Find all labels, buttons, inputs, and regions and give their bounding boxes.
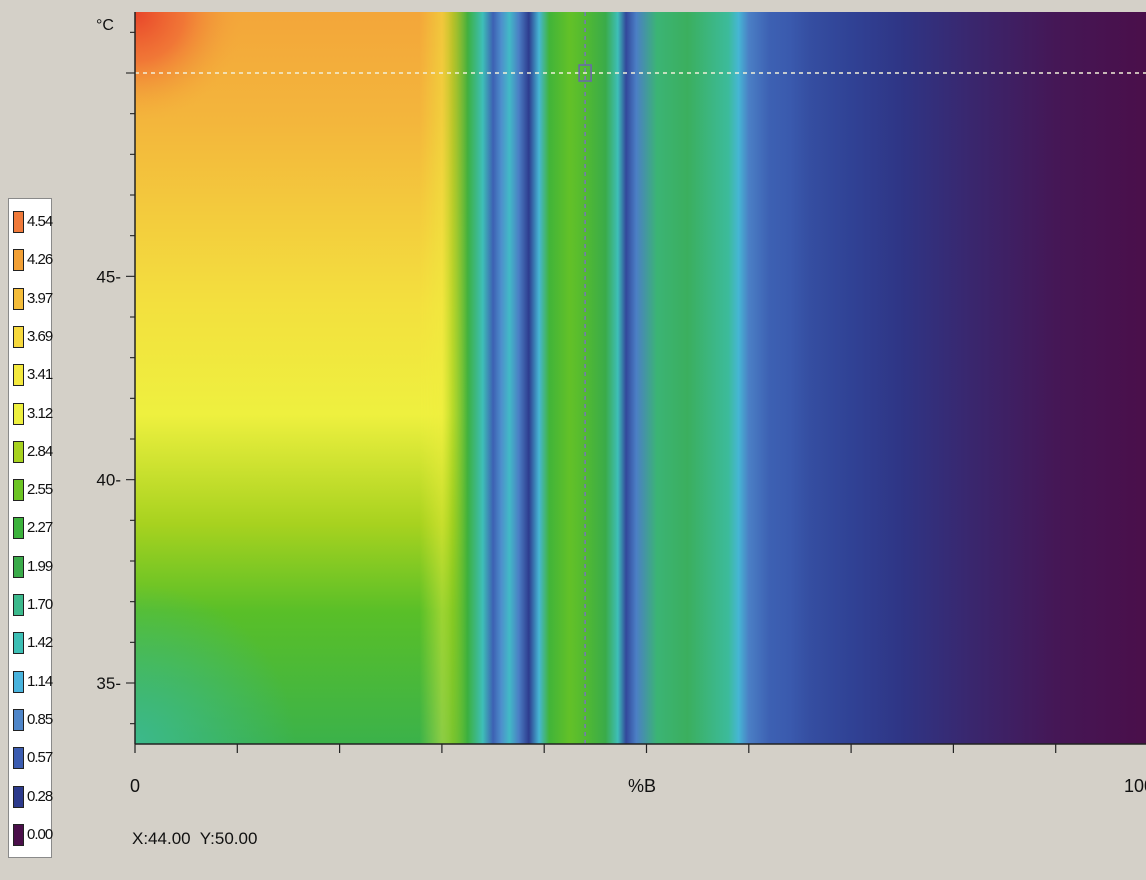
legend-swatch	[13, 747, 24, 770]
cursor-readout: X:44.00 Y:50.00	[132, 829, 257, 848]
legend-swatch	[13, 364, 24, 387]
legend-item: 3.12	[13, 399, 53, 427]
legend-item: 0.28	[13, 782, 53, 810]
legend-swatch	[13, 402, 24, 425]
x-axis	[134, 743, 1146, 753]
legend-label: 2.27	[27, 519, 53, 537]
legend-swatch	[13, 594, 24, 616]
cursor-crosshair	[135, 12, 1146, 744]
legend-item: 1.42	[13, 628, 53, 656]
legend-label: 0.57	[27, 749, 53, 767]
legend-item: 2.55	[13, 475, 53, 503]
heatmap-cool-corner	[135, 560, 395, 744]
x-tick-label-100: 100	[1124, 776, 1146, 796]
legend-swatch	[13, 670, 24, 693]
legend-swatch	[13, 785, 24, 808]
color-legend: 4.54 4.26 3.97 3.69 3.41 3.12 2.84 2.55 2.27 1.99…	[8, 198, 53, 858]
legend-label: 1.70	[27, 596, 53, 613]
legend-item: 2.27	[13, 513, 53, 541]
x-axis-title: %B	[628, 776, 656, 796]
legend-swatch	[13, 287, 24, 310]
legend-item: 1.70	[13, 590, 53, 618]
legend-item: 0.85	[13, 705, 53, 733]
legend-swatch	[13, 632, 24, 655]
y-tick-label-45: 45-	[96, 267, 121, 286]
legend-label: 3.12	[27, 404, 53, 422]
legend-item: 3.97	[13, 284, 53, 312]
legend-label: 1.14	[27, 672, 53, 690]
heatmap-hot-corner	[135, 12, 335, 212]
legend-item: 2.84	[13, 437, 53, 465]
legend-label: 4.54	[27, 213, 53, 230]
legend-swatch	[13, 479, 24, 502]
legend-item: 4.26	[13, 245, 53, 273]
legend-item: 4.54	[13, 207, 53, 235]
y-tick-label-40: 40-	[96, 471, 121, 490]
legend-swatch	[13, 708, 24, 731]
legend-swatch	[13, 325, 24, 348]
legend-label: 0.00	[27, 825, 53, 843]
legend-label: 3.69	[27, 327, 53, 345]
legend-label: 1.99	[27, 557, 53, 575]
legend-swatch	[13, 440, 24, 463]
legend-item: 3.41	[13, 360, 53, 388]
legend-item: 0.57	[13, 743, 53, 771]
x-tick-label-0: 0	[130, 776, 140, 796]
legend-label: 0.85	[27, 710, 53, 728]
cursor-marker[interactable]	[578, 64, 592, 82]
legend-swatch	[13, 517, 24, 540]
legend-item: 1.14	[13, 667, 53, 695]
legend-swatch	[13, 823, 24, 846]
legend-item: 1.99	[13, 552, 53, 580]
legend-label: 2.55	[27, 481, 53, 499]
legend-label: 4.26	[27, 251, 53, 269]
legend-swatch	[13, 249, 24, 272]
legend-label: 0.28	[27, 787, 53, 805]
y-tick-label-35: 35-	[96, 674, 121, 693]
y-axis: 35- 40- 45-	[96, 12, 136, 744]
legend-item: 0.00	[13, 820, 53, 848]
legend-label: 2.84	[27, 442, 53, 460]
legend-label: 1.42	[27, 634, 53, 652]
legend-swatch	[13, 211, 24, 233]
legend-label: 3.41	[27, 366, 53, 384]
legend-swatch	[13, 555, 24, 578]
legend-label: 3.97	[27, 289, 53, 307]
legend-item: 3.69	[13, 322, 53, 350]
y-axis-unit: °C	[96, 17, 114, 34]
